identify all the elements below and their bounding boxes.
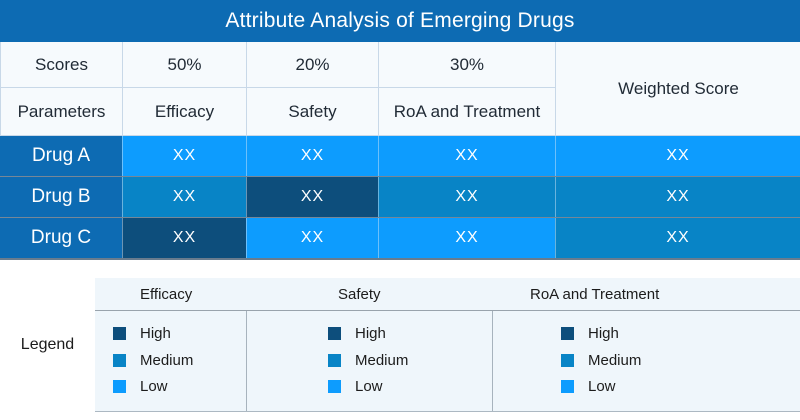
score-cell-roa: XX	[378, 177, 555, 217]
score-cell-safety: XX	[246, 177, 378, 217]
legend-item-label: High	[355, 324, 386, 342]
legend-group-title-roa: RoA and Treatment	[530, 285, 660, 303]
legend-group-safety: High Medium Low	[246, 311, 492, 411]
page-title: Attribute Analysis of Emerging Drugs	[225, 9, 575, 32]
title-bar: Attribute Analysis of Emerging Drugs	[0, 0, 800, 42]
header-cell-weight-efficacy: 50%	[123, 42, 247, 88]
header-cell-param-safety: Safety	[247, 88, 379, 136]
medium-color-swatch	[113, 353, 126, 367]
legend-item-medium: Medium	[113, 352, 246, 369]
legend-item-label: Low	[355, 378, 383, 396]
low-color-swatch	[113, 380, 126, 394]
medium-color-swatch	[561, 353, 574, 367]
legend-header-row: Efficacy Safety RoA and Treatment	[95, 278, 800, 311]
low-color-swatch	[561, 380, 574, 394]
legend-item-high: High	[561, 325, 800, 342]
legend-item-label: Medium	[355, 351, 409, 369]
legend-item-high: High	[113, 325, 246, 342]
legend-item-medium: Medium	[561, 352, 800, 369]
row-divider	[0, 176, 800, 177]
legend-group-efficacy: High Medium Low	[95, 311, 246, 411]
legend-item-label: High	[588, 324, 619, 342]
header-cell-weight-safety: 20%	[247, 42, 379, 88]
header-cell-weighted-score: Weighted Score	[556, 42, 800, 136]
score-cell-weighted: XX	[555, 177, 800, 217]
table-row-drug-a: Drug A XX XX XX XX	[0, 136, 800, 176]
drug-matrix: Drug A XX XX XX XX Drug B XX XX XX XX Dr…	[0, 136, 800, 260]
score-cell-roa: XX	[378, 136, 555, 176]
legend-item-label: Medium	[140, 351, 194, 369]
legend-group-title-efficacy: Efficacy	[140, 285, 193, 303]
drug-label: Drug C	[0, 218, 122, 258]
legend-item-low: Low	[113, 378, 246, 395]
score-cell-efficacy: XX	[122, 177, 246, 217]
header-cell-param-roa: RoA and Treatment	[379, 88, 556, 136]
score-cell-roa: XX	[378, 218, 555, 258]
legend-group-title-safety: Safety	[338, 285, 381, 303]
score-cell-efficacy: XX	[122, 218, 246, 258]
score-cell-weighted: XX	[555, 136, 800, 176]
legend-item-medium: Medium	[328, 352, 492, 369]
high-color-swatch	[113, 326, 126, 340]
drug-label: Drug A	[0, 136, 122, 176]
low-color-swatch	[328, 380, 341, 394]
table-bottom-border	[0, 258, 800, 260]
legend-item-label: Medium	[588, 351, 642, 369]
medium-color-swatch	[328, 353, 341, 367]
header-cell-scores: Scores	[1, 42, 123, 88]
header-cell-parameters: Parameters	[1, 88, 123, 136]
legend-panel: Efficacy Safety RoA and Treatment High M…	[95, 278, 800, 412]
table-row-drug-b: Drug B XX XX XX XX	[0, 177, 800, 217]
legend-item-low: Low	[328, 378, 492, 395]
legend-section: Legend Efficacy Safety RoA and Treatment…	[0, 278, 800, 412]
score-cell-safety: XX	[246, 136, 378, 176]
score-cell-safety: XX	[246, 218, 378, 258]
drug-label: Drug B	[0, 177, 122, 217]
legend-body: High Medium Low High	[95, 311, 800, 411]
row-divider	[0, 217, 800, 218]
high-color-swatch	[328, 326, 341, 340]
score-cell-efficacy: XX	[122, 136, 246, 176]
legend-item-low: Low	[561, 378, 800, 395]
legend-group-roa: High Medium Low	[492, 311, 800, 411]
legend-label: Legend	[20, 336, 75, 353]
header-cell-weight-roa: 30%	[379, 42, 556, 88]
legend-item-high: High	[328, 325, 492, 342]
table-row-drug-c: Drug C XX XX XX XX	[0, 218, 800, 258]
legend-item-label: Low	[588, 378, 616, 396]
header-cell-param-efficacy: Efficacy	[123, 88, 247, 136]
score-cell-weighted: XX	[555, 218, 800, 258]
high-color-swatch	[561, 326, 574, 340]
legend-item-label: Low	[140, 378, 168, 396]
legend-item-label: High	[140, 324, 171, 342]
weights-header-table: Scores 50% 20% 30% Weighted Score Parame…	[0, 42, 800, 136]
